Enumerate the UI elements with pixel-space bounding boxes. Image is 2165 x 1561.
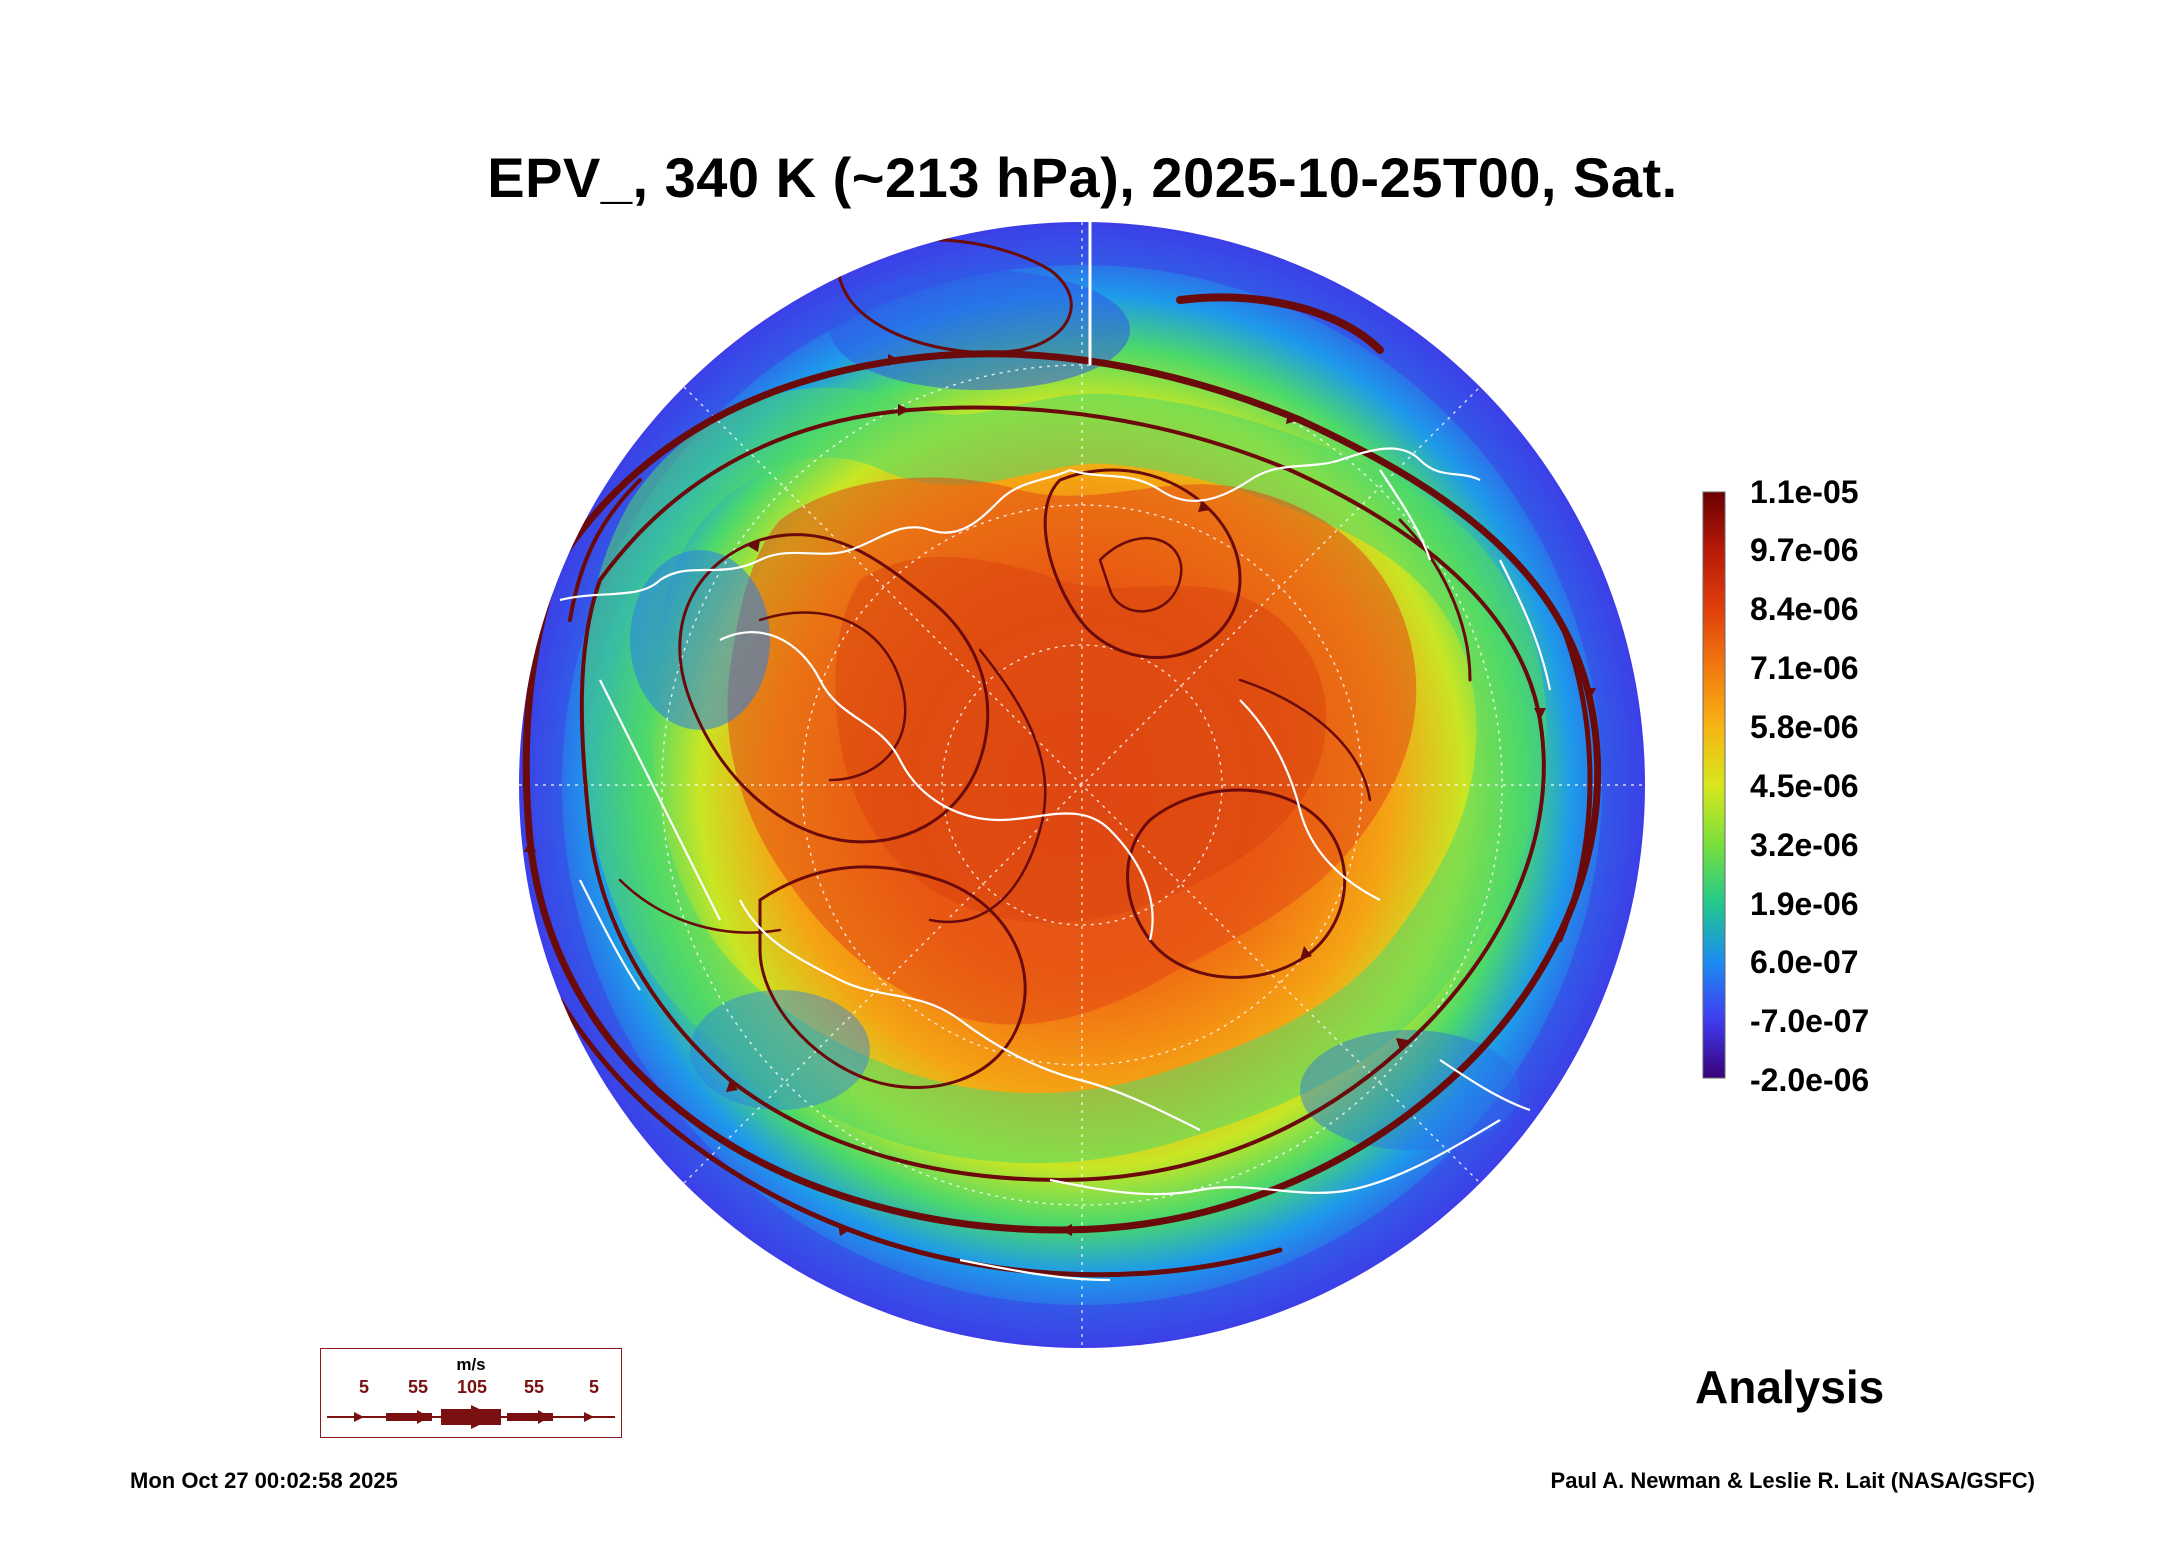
- colorbar-label: 1.1e-05: [1750, 474, 1859, 510]
- coastlines: [559, 447, 1552, 1282]
- wind-legend-value: 105: [456, 1377, 488, 1397]
- colorbar-label: 7.1e-06: [1750, 650, 1859, 686]
- streamlines: [522, 238, 1602, 1278]
- wind-legend-value: 55: [407, 1377, 429, 1397]
- wind-legend-value: 5: [358, 1377, 370, 1397]
- colorbar-label: 1.9e-06: [1750, 886, 1859, 922]
- colorbar-label: 8.4e-06: [1750, 591, 1859, 627]
- colorbar-label: 4.5e-06: [1750, 768, 1859, 804]
- wind-legend: m/s 5 55 105 55 5: [320, 1348, 622, 1438]
- wind-legend-unit: m/s: [456, 1355, 486, 1374]
- wind-legend-value: 5: [588, 1377, 600, 1397]
- credit: Paul A. Newman & Leslie R. Lait (NASA/GS…: [1550, 1468, 2035, 1493]
- wind-legend-value: 55: [523, 1377, 545, 1397]
- colorbar-label: -2.0e-06: [1750, 1062, 1870, 1098]
- stream-arrows: [524, 354, 1596, 1236]
- timestamp: Mon Oct 27 00:02:58 2025: [130, 1468, 398, 1493]
- graticule: [519, 222, 1645, 1348]
- wind-legend-arrows: [327, 1405, 615, 1429]
- colorbar-label: 6.0e-07: [1750, 944, 1859, 980]
- product-label: Analysis: [1695, 1361, 1885, 1413]
- colorbar-label: 3.2e-06: [1750, 827, 1859, 863]
- colorbar-label: 5.8e-06: [1750, 709, 1859, 745]
- colorbar: [1702, 491, 1726, 1079]
- colorbar-label: 9.7e-06: [1750, 532, 1859, 568]
- page-title: EPV_, 340 K (~213 hPa), 2025-10-25T00, S…: [487, 146, 1678, 209]
- colorbar-label: -7.0e-07: [1750, 1003, 1870, 1039]
